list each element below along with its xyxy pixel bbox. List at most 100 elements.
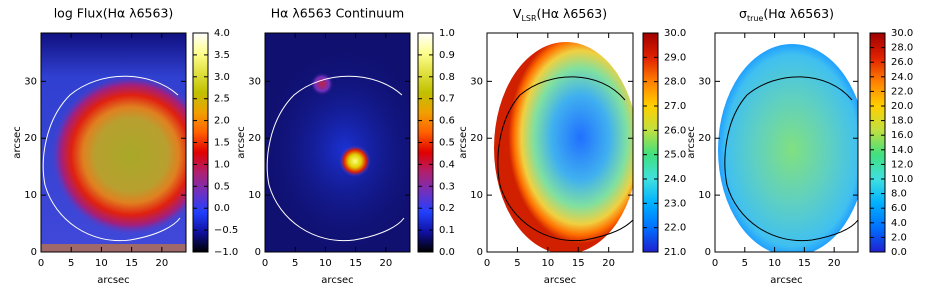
- x-tick-label: 0: [262, 258, 268, 269]
- colorbar-tick-label: 6.0: [891, 203, 907, 214]
- x-axis-label: arcsec: [97, 275, 129, 286]
- x-tick-label: 5: [514, 258, 520, 269]
- y-tick-label: 10: [698, 190, 711, 201]
- colorbar-tick-label: 23.0: [664, 198, 686, 209]
- colorbar: [642, 32, 659, 253]
- title-subscript: true: [747, 14, 763, 23]
- colorbar-tick-label: 12.0: [891, 159, 913, 170]
- colorbar-tick-label: 14.0: [891, 145, 913, 156]
- y-tick-label: 30: [698, 76, 711, 87]
- colorbar-tick-label: 22.0: [664, 223, 686, 234]
- colorbar-tick-label: 3.5: [214, 50, 230, 61]
- colorbar-tick-label: 0.0: [891, 247, 907, 258]
- colorbar-tick-label: 0.9: [439, 50, 455, 61]
- title-symbol: σ: [739, 6, 747, 21]
- colorbar-tick-label: 29.0: [664, 52, 686, 63]
- plot-frame: [486, 32, 634, 253]
- colorbar-tick-label: 18.0: [891, 116, 913, 127]
- x-tick-label: 15: [349, 258, 362, 269]
- x-tick-label: 10: [541, 258, 554, 269]
- y-tick-label: 20: [248, 133, 261, 144]
- colorbar-tick-label: 0.1: [439, 225, 455, 236]
- colorbar-tick-label: 28.0: [664, 77, 686, 88]
- y-tick-label: 0: [705, 247, 711, 258]
- y-tick-label: 20: [698, 133, 711, 144]
- colorbar-tick-label: 0.4: [439, 159, 455, 170]
- plot-frame: [264, 32, 411, 253]
- colorbar-tick-label: 0.5: [439, 138, 455, 149]
- colorbar-tick-label: 1.0: [439, 28, 455, 39]
- map-vlsr: [487, 33, 633, 252]
- title-subscript: LSR: [521, 14, 537, 23]
- x-axis-label: arcsec: [544, 275, 576, 286]
- x-tick-label: 20: [155, 258, 168, 269]
- colorbar-tick-label: 0.8: [439, 72, 455, 83]
- title-symbol: V: [513, 6, 522, 21]
- colorbar-tick-label: 2.0: [891, 232, 907, 243]
- x-tick-label: 15: [125, 258, 138, 269]
- colorbar-tick-label: 0.6: [439, 116, 455, 127]
- colorbar-tick-label: 0.7: [439, 94, 455, 105]
- y-tick-label: 10: [470, 190, 483, 201]
- x-tick-label: 15: [798, 258, 811, 269]
- colorbar-tick-label: 20.0: [891, 101, 913, 112]
- x-tick-label: 10: [768, 258, 781, 269]
- x-tick-label: 5: [292, 258, 298, 269]
- colorbar-tick-label: 1.0: [214, 159, 230, 170]
- colorbar-tick-label: −1.0: [214, 247, 238, 258]
- colorbar-tick-label: 0.2: [439, 203, 455, 214]
- colorbar-tick-label: 24.0: [891, 72, 913, 83]
- colorbar-tick-label: 0.5: [214, 181, 230, 192]
- panel-title: log Flux(Hα λ6563): [54, 6, 174, 21]
- colorbar-tick-label: 2.0: [214, 116, 230, 127]
- colorbar-tick-label: 28.0: [891, 43, 913, 54]
- y-tick-label: 20: [470, 133, 483, 144]
- colorbar-tick-label: 0.0: [439, 247, 455, 258]
- colorbar-tick-label: 24.0: [664, 174, 686, 185]
- colorbar-tick-label: −0.5: [214, 225, 238, 236]
- x-tick-label: 20: [828, 258, 841, 269]
- x-tick-label: 5: [68, 258, 74, 269]
- panel-title: VLSR(Hα λ6563): [513, 6, 607, 23]
- colorbar-tick-label: 16.0: [891, 130, 913, 141]
- x-tick-label: 20: [379, 258, 392, 269]
- colorbar-tick-label: 4.0: [214, 28, 230, 39]
- y-axis-label: arcsec: [12, 126, 23, 158]
- colorbar-tick-label: 10.0: [891, 174, 913, 185]
- title-text: (Hα λ6563): [537, 6, 608, 21]
- colorbar-tick-label: 30.0: [664, 28, 686, 39]
- map-sigma: [715, 33, 858, 252]
- colorbar-tick-label: 4.0: [891, 218, 907, 229]
- colorbar-tick-label: 0.3: [439, 181, 455, 192]
- plot-frame: [40, 32, 187, 253]
- colorbar-tick-label: 0.0: [214, 203, 230, 214]
- colorbar-tick-label: 2.5: [214, 94, 230, 105]
- y-tick-label: 0: [255, 247, 261, 258]
- colorbar-tick-label: 27.0: [664, 101, 686, 112]
- colorbar-tick-label: 25.0: [664, 150, 686, 161]
- colorbar-tick-label: 26.0: [664, 125, 686, 136]
- x-tick-label: 10: [319, 258, 332, 269]
- panel-title: σtrue(Hα λ6563): [739, 6, 834, 23]
- y-axis-label: arcsec: [686, 126, 697, 158]
- y-tick-label: 30: [24, 76, 37, 87]
- colorbar-tick-label: 3.0: [214, 72, 230, 83]
- y-tick-label: 30: [470, 76, 483, 87]
- map-log-flux: [41, 33, 186, 252]
- y-tick-label: 10: [24, 190, 37, 201]
- panel-title: Hα λ6563 Continuum: [271, 6, 404, 21]
- x-tick-label: 20: [602, 258, 615, 269]
- title-text: (Hα λ6563): [763, 6, 834, 21]
- colorbar-tick-label: 1.5: [214, 138, 230, 149]
- x-axis-label: arcsec: [321, 275, 353, 286]
- colorbar-tick-label: 30.0: [891, 28, 913, 39]
- y-tick-label: 10: [248, 190, 261, 201]
- map-continuum: [265, 33, 410, 252]
- y-axis-label: arcsec: [236, 126, 247, 158]
- x-tick-label: 0: [484, 258, 490, 269]
- colorbar-tick-label: 26.0: [891, 57, 913, 68]
- x-tick-label: 0: [712, 258, 718, 269]
- plot-frame: [714, 32, 859, 253]
- x-tick-label: 5: [742, 258, 748, 269]
